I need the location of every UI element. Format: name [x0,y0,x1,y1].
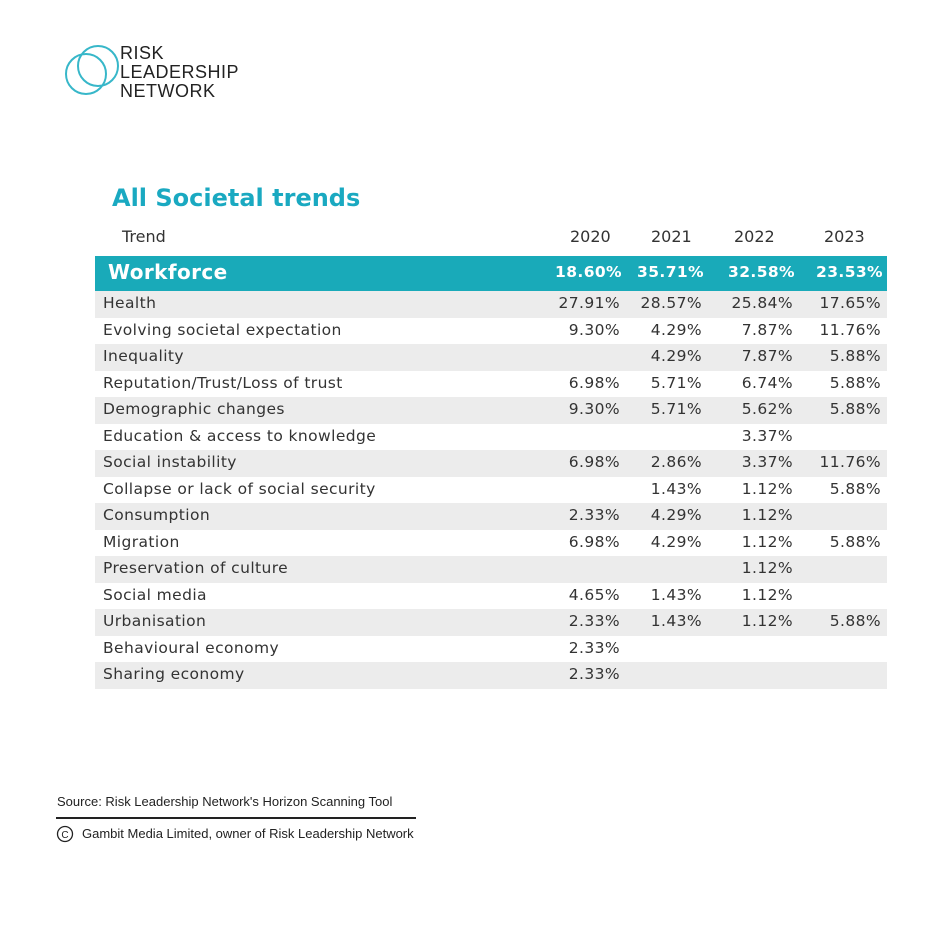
value-cell: 1.43% [650,612,702,630]
value-cell: 1.12% [741,612,793,630]
value-cell: 6.98% [568,453,620,471]
row-label: Social media [103,585,207,604]
value-cell: 6.74% [741,373,793,392]
table-row: Demographic changes 9.30% 5.71% 5.62% 5.88% [95,397,887,424]
highlight-row: Workforce 18.60% 35.71% 32.58% 23.53% [95,256,887,291]
value-cell: 5.88% [829,373,881,392]
value-cell: 5.88% [829,400,881,418]
row-label: Health [103,294,157,312]
row-label: Consumption [103,506,211,524]
table-row: Migration 6.98% 4.29% 1.12% 5.88% [95,529,887,556]
value-cell: 3.37% [741,453,793,471]
value-cell: 2.33% [568,638,620,657]
value-cell: 32.58% [728,263,795,281]
value-cell: 5.88% [829,347,881,365]
table-row: Behavioural economy 2.33% [95,635,887,662]
table-row: Sharing economy 2.33% [95,662,887,689]
value-cell: 6.98% [568,532,620,551]
value-cell: 4.29% [650,347,702,365]
copyright-icon: C [56,825,74,843]
value-cell: 4.29% [650,506,702,524]
header-cell: Trend [122,227,166,246]
logo-text: NETWORK [120,81,216,101]
header-cell: 2022 [734,227,775,246]
value-cell: 27.91% [558,294,620,312]
table-row: Urbanisation 2.33% 1.43% 1.12% 5.88% [95,609,887,636]
logo-text: RISK [120,43,165,63]
copyright: Gambit Media Limited, owner of Risk Lead… [82,826,414,841]
table-row: Evolving societal expectation 9.30% 4.29% 7… [95,317,887,344]
value-cell: 2.33% [568,506,620,524]
value-cell: 1.12% [741,585,793,604]
value-cell: 18.60% [555,263,622,281]
row-label: Collapse or lack of social security [103,479,376,498]
value-cell: 1.12% [741,532,793,551]
value-cell: 2.86% [650,453,702,471]
value-cell: 23.53% [816,263,883,281]
value-cell: 4.29% [650,532,702,551]
value-cell: 28.57% [640,294,702,312]
row-label: Education & access to knowledge [103,426,377,445]
row-label: Preservation of culture [103,559,289,577]
value-cell: 2.33% [568,665,620,683]
value-cell: 1.12% [741,559,793,577]
value-cell: 7.87% [741,347,793,365]
value-cell: 1.43% [650,585,702,604]
header-cell: 2021 [651,227,692,246]
value-cell: 3.37% [741,426,793,445]
row-label: Reputation/Trust/Loss of trust [103,373,343,392]
value-cell: 11.76% [819,320,881,339]
value-cell: 1.43% [650,479,702,498]
value-cell: 4.29% [650,320,702,339]
value-cell: 6.98% [568,373,620,392]
row-label: Inequality [103,347,184,365]
row-label: Sharing economy [103,665,245,683]
divider [56,817,416,819]
row-label: Demographic changes [103,400,285,418]
value-cell: 5.88% [829,479,881,498]
row-label: Urbanisation [103,612,207,630]
header-cell: 2020 [570,227,611,246]
value-cell: 4.65% [568,585,620,604]
svg-text:C: C [61,830,68,841]
table-row: Preservation of culture 1.12% [95,556,887,583]
row-label: Behavioural economy [103,638,280,657]
table-row: Collapse or lack of social security 1.43%… [95,476,887,503]
value-cell: 5.71% [650,373,702,392]
row-label: Evolving societal expectation [103,320,342,339]
table-row: Consumption 2.33% 4.29% 1.12% [95,503,887,530]
value-cell: 5.88% [829,612,881,630]
value-cell: 1.12% [741,506,793,524]
value-cell: 7.87% [741,320,793,339]
source: Source: Risk Leadership Network's Horizo… [57,794,393,809]
table-row: Social instability 6.98% 2.86% 3.37% 11.76% [95,450,887,477]
value-cell: 35.71% [637,263,704,281]
row-label: Social instability [103,453,237,471]
table-row: Inequality 4.29% 7.87% 5.88% [95,344,887,371]
value-cell: 5.88% [829,532,881,551]
value-cell: 11.76% [819,453,881,471]
table-row: Education & access to knowledge 3.37% [95,423,887,450]
value-cell: 5.62% [741,400,793,418]
value-cell: 2.33% [568,612,620,630]
row-label: Migration [103,532,180,551]
row-label: Workforce [108,260,228,284]
logo-text: LEADERSHIP [120,62,240,82]
value-cell: 25.84% [731,294,793,312]
logo-icon [65,45,119,95]
value-cell: 17.65% [819,294,881,312]
table-row: Reputation/Trust/Loss of trust 6.98% 5.71%… [95,370,887,397]
table-row: Social media 4.65% 1.43% 1.12% [95,582,887,609]
value-cell: 1.12% [741,479,793,498]
value-cell: 9.30% [568,400,620,418]
value-cell: 9.30% [568,320,620,339]
table-title: All Societal trends [112,184,361,212]
header-cell: 2023 [824,227,865,246]
value-cell: 5.71% [650,400,702,418]
table-row: Health 27.91% 28.57% 25.84% 17.65% [95,291,887,318]
